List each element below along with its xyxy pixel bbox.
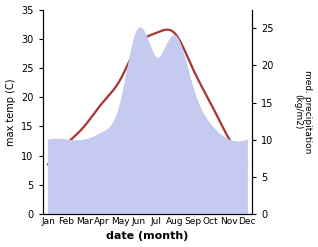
Y-axis label: max temp (C): max temp (C)	[5, 78, 16, 145]
X-axis label: date (month): date (month)	[106, 231, 189, 242]
Y-axis label: med. precipitation
(kg/m2): med. precipitation (kg/m2)	[293, 70, 313, 154]
